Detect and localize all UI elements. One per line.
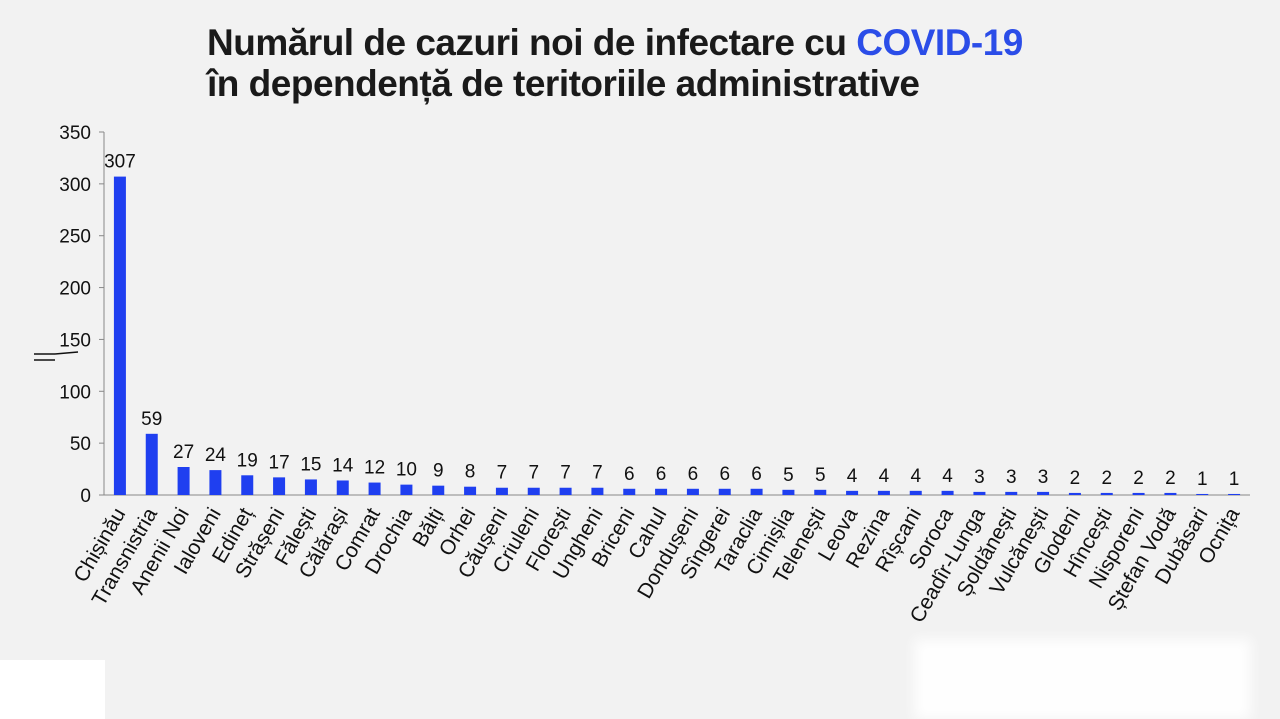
bar — [304, 479, 317, 495]
y-tick-label: 150 — [59, 330, 91, 351]
bar — [941, 490, 954, 495]
data-label: 17 — [269, 452, 290, 473]
bar — [909, 490, 922, 495]
data-label: 6 — [656, 464, 667, 485]
y-tick-label: 300 — [59, 175, 91, 196]
bar — [464, 486, 477, 495]
data-label: 6 — [719, 464, 730, 485]
bar — [400, 484, 413, 495]
data-label: 14 — [332, 455, 354, 476]
data-label: 19 — [237, 450, 258, 471]
bar — [1037, 491, 1050, 495]
data-label: 4 — [942, 466, 953, 487]
data-label: 4 — [910, 466, 921, 487]
axis-layer: 0 50 100 150 200 250 300 350 — [59, 123, 1250, 507]
y-tick-label: 250 — [59, 227, 91, 248]
data-label: 1 — [1197, 469, 1208, 490]
title-line-1: Numărul de cazuri noi de infectare cu CO… — [207, 22, 1023, 63]
bar — [177, 466, 190, 495]
data-label: 8 — [465, 462, 476, 483]
data-label: 307 — [104, 152, 136, 173]
bar — [1228, 493, 1241, 495]
bar — [782, 489, 795, 495]
bar — [527, 487, 540, 495]
bar — [814, 489, 827, 495]
bar — [1005, 491, 1018, 495]
bar — [846, 490, 859, 495]
data-label: 6 — [688, 464, 699, 485]
data-label: 7 — [592, 463, 603, 484]
data-label: 7 — [560, 463, 571, 484]
title-line-1-prefix: Numărul de cazuri noi de infectare cu — [207, 22, 857, 63]
data-label: 15 — [300, 454, 321, 475]
bar — [1100, 492, 1113, 495]
bar — [686, 488, 699, 495]
data-label: 59 — [141, 409, 162, 430]
white-overlay-right — [915, 640, 1250, 719]
y-tick-label: 0 — [80, 486, 91, 507]
data-label: 2 — [1133, 468, 1144, 489]
y-tick-label: 200 — [59, 279, 91, 300]
data-label: 4 — [879, 466, 890, 487]
data-label: 3 — [1006, 467, 1017, 488]
bar — [1068, 492, 1081, 495]
data-label: 4 — [847, 466, 858, 487]
data-label: 1 — [1229, 469, 1240, 490]
bar — [1196, 493, 1209, 495]
bar — [718, 488, 731, 495]
bar — [368, 482, 381, 495]
bar — [336, 480, 349, 495]
bar — [145, 433, 158, 495]
data-label: 6 — [751, 464, 762, 485]
bar — [591, 487, 604, 495]
bar — [209, 470, 222, 495]
data-label: 2 — [1070, 468, 1081, 489]
data-label: 3 — [974, 467, 985, 488]
bar — [1132, 492, 1145, 495]
data-label: 2 — [1101, 468, 1112, 489]
title-line-2: în dependență de teritoriile administrat… — [207, 63, 920, 104]
data-label: 5 — [815, 465, 826, 486]
bar — [241, 475, 254, 495]
y-tick-label: 50 — [70, 434, 91, 455]
data-label: 27 — [173, 442, 194, 463]
data-label: 24 — [205, 445, 227, 466]
data-label: 10 — [396, 460, 417, 481]
bar — [1164, 492, 1177, 495]
data-label: 12 — [364, 458, 385, 479]
bars-layer — [113, 176, 1241, 495]
chart-title: Numărul de cazuri noi de infectare cu CO… — [207, 22, 1023, 104]
data-label: 6 — [624, 464, 635, 485]
data-label: 5 — [783, 465, 794, 486]
bar — [655, 488, 668, 495]
bar — [559, 487, 572, 495]
bar — [973, 491, 986, 495]
data-label: 9 — [433, 461, 444, 482]
data-label: 3 — [1038, 467, 1049, 488]
bar — [113, 176, 126, 495]
bar — [273, 477, 286, 495]
data-label: 2 — [1165, 468, 1176, 489]
white-overlay-left — [0, 660, 105, 719]
bar — [623, 488, 636, 495]
data-label: 7 — [528, 463, 539, 484]
axis-break-marker — [34, 351, 79, 361]
title-accent: COVID-19 — [856, 22, 1023, 63]
bar — [432, 485, 445, 495]
y-tick-label: 100 — [59, 382, 91, 403]
y-tick-label: 350 — [59, 123, 91, 144]
data-label: 7 — [497, 463, 508, 484]
bar — [750, 488, 763, 495]
bar — [877, 490, 890, 495]
bar — [495, 487, 508, 495]
